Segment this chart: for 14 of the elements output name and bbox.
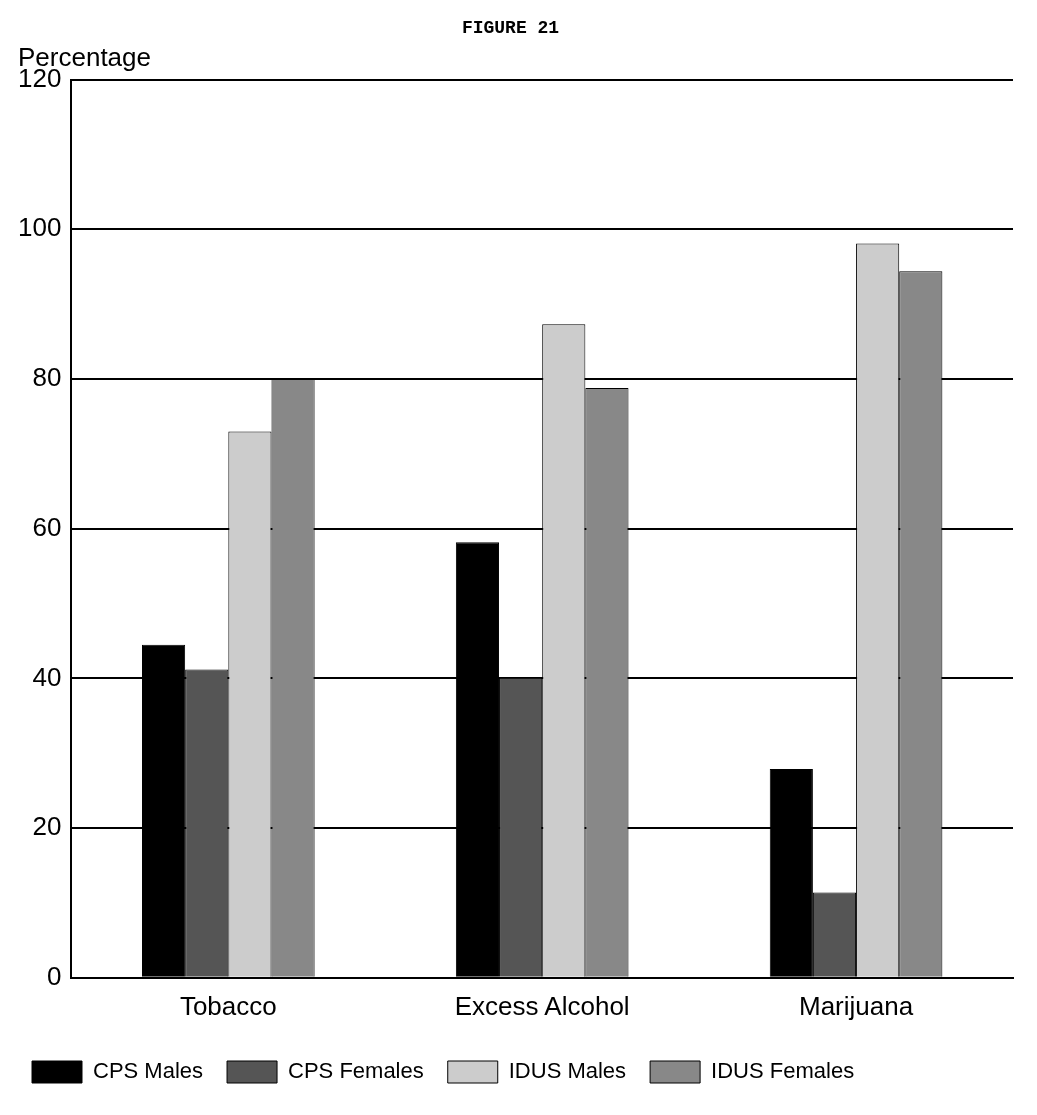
y-tick-label: 40: [32, 661, 62, 692]
y-tick-label: 80: [32, 362, 62, 393]
legend-label: CPS Females: [288, 1058, 424, 1084]
legend-label: IDUS Males: [508, 1058, 627, 1084]
chart-title: FIGURE 21: [461, 18, 560, 39]
x-tick-label: Tobacco: [179, 990, 277, 1021]
x-tick-label: Excess Alcohol: [454, 990, 630, 1021]
x-tick-label: Marijuana: [798, 990, 914, 1021]
y-tick-label: 60: [32, 511, 62, 542]
y-tick-label: 100: [17, 212, 62, 243]
legend-label: IDUS Females: [711, 1058, 855, 1084]
legend-label: CPS Males: [93, 1058, 204, 1084]
y-tick-label: 20: [32, 811, 62, 842]
y-tick-label: 0: [46, 960, 62, 991]
